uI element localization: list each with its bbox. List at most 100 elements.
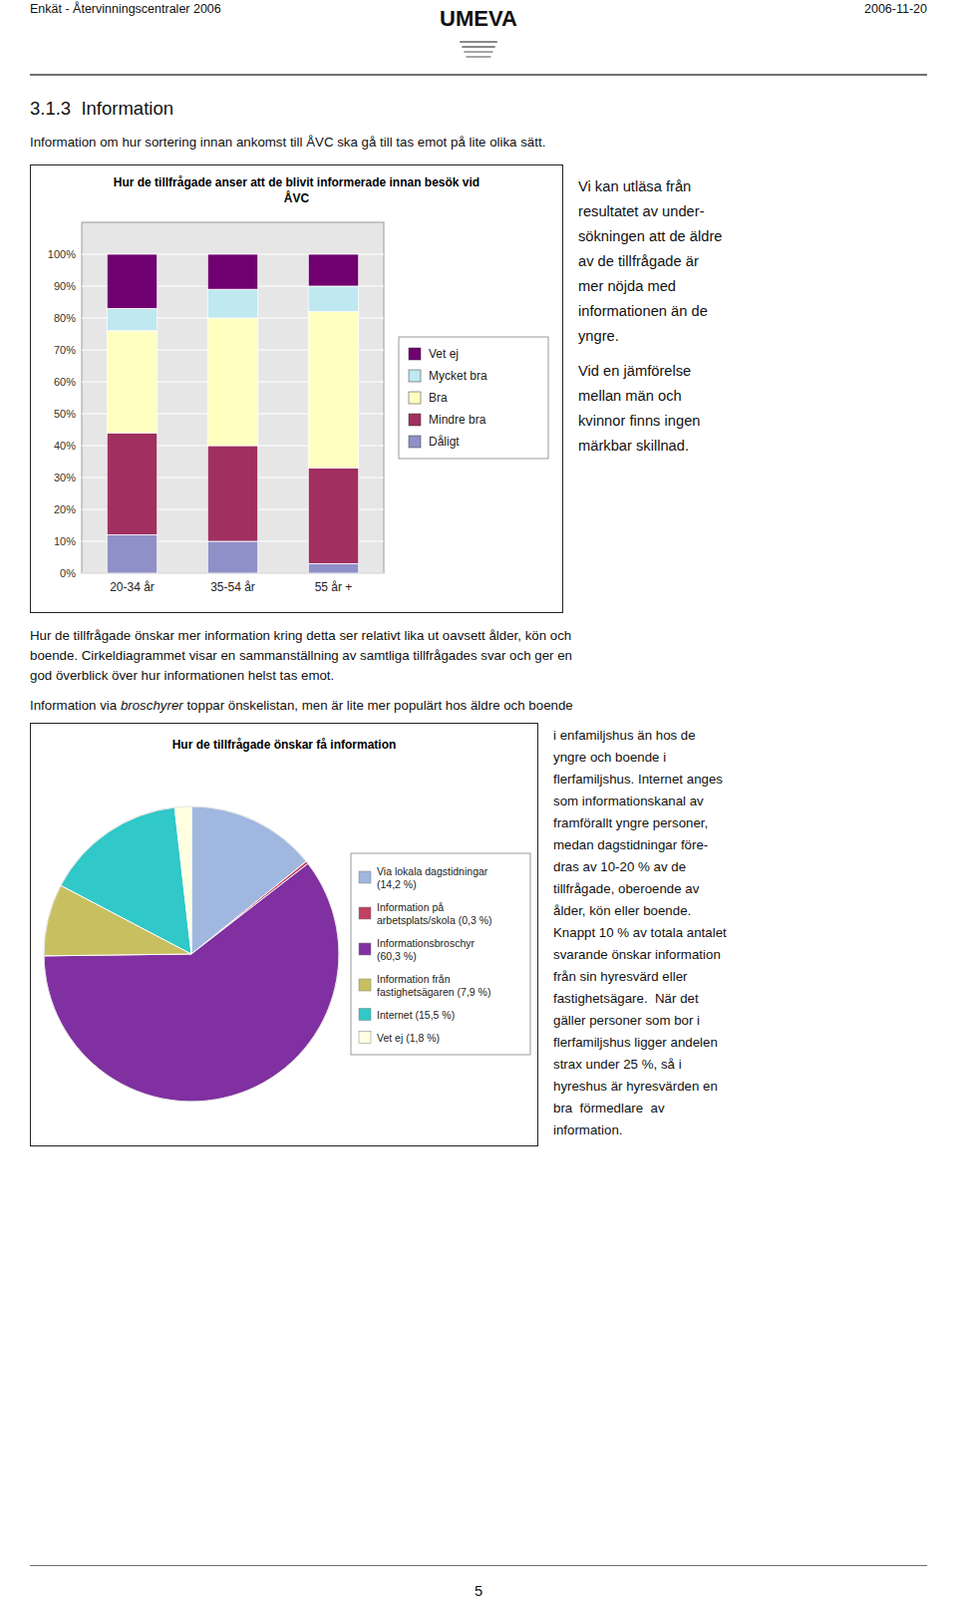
- body-text: i enfamiljshus än hos de: [553, 727, 696, 743]
- bar-segment: [106, 432, 158, 535]
- body-text: framförallt yngre personer,: [553, 815, 708, 831]
- legend-swatch: [408, 391, 421, 404]
- bar-segment: [308, 467, 359, 564]
- legend: Via lokala dagstidningar(14,2 %)Informat…: [350, 853, 531, 1055]
- text-line: Hur de tillfrågade önskar få information: [172, 737, 397, 752]
- header-right: 2006-11-20: [864, 1, 928, 16]
- legend-label: Mindre bra: [428, 412, 487, 427]
- grid: [81, 254, 384, 574]
- legend-swatch: [408, 435, 421, 448]
- legend-label: Information påarbetsplats/skola (0,3 %): [376, 901, 493, 927]
- body-text: dras av 10-20 % av de: [553, 859, 686, 875]
- text-line: Information från: [376, 972, 451, 985]
- body-text: ålder, kön eller boende.: [553, 903, 691, 919]
- bar-segment: [207, 318, 259, 446]
- legend-swatch: [358, 978, 371, 991]
- body-text: god överblick över hur informationen hel…: [29, 667, 334, 683]
- chart-box: [30, 723, 539, 1147]
- footer-rule: [29, 1565, 928, 1567]
- body-text: från sin hyresvärd eller: [553, 968, 688, 984]
- text-line: fastighetsägaren (7,9 %): [376, 985, 491, 998]
- legend-swatch: [408, 413, 421, 426]
- chart-title: Hur de tillfrågade önskar få information: [172, 737, 397, 752]
- body-text: boende. Cirkeldiagrammet visar en samman…: [29, 647, 573, 663]
- y-tick-label: 70%: [53, 343, 76, 356]
- text-line: (60,3 %): [376, 950, 417, 962]
- y-tick-label: 20%: [53, 503, 76, 516]
- intro-text: Information om hur sortering innan ankom…: [29, 134, 546, 150]
- body-text: tillfrågade, oberoende av: [553, 881, 699, 897]
- text-line: Information på: [376, 901, 444, 914]
- body-text: yngre och boende i: [553, 749, 666, 765]
- body-text: Knappt 10 % av totala antalet: [553, 925, 727, 941]
- bar-segment: [308, 286, 359, 313]
- x-tick-label: 55 år +: [315, 580, 353, 595]
- legend-swatch: [358, 1031, 371, 1044]
- bar-segment: [207, 541, 259, 574]
- legend-swatch: [408, 347, 421, 360]
- bar-segment: [308, 312, 359, 469]
- body-text: bra förmedlare av: [553, 1100, 665, 1116]
- slices: [43, 806, 339, 1102]
- legend-frame: [398, 336, 549, 459]
- text-line: arbetsplats/skola (0,3 %): [376, 914, 493, 927]
- legend: Vet ejMycket braBraMindre braDåligt: [398, 336, 549, 459]
- body-text: Information via broschyrer toppar önskel…: [29, 697, 574, 713]
- legend-label: Informationsbroschyr(60,3 %): [376, 937, 476, 962]
- bar-segment: [308, 254, 359, 287]
- y-tick-label: 0%: [59, 567, 76, 580]
- pie-slice: [174, 806, 192, 955]
- text-run: Information via: [29, 697, 121, 713]
- legend-label: Information frånfastighetsägaren (7,9 %): [376, 972, 491, 998]
- section-title: 3.1.3 Information: [29, 97, 174, 120]
- y-tick-label: 90%: [53, 280, 76, 293]
- y-tick-label: 40%: [53, 439, 76, 452]
- chart-title: Hur de tillfrågade anser att de blivit i…: [113, 175, 480, 206]
- logo: [448, 35, 509, 66]
- legend-label: Vet ej: [428, 346, 459, 361]
- bar-segment: [207, 445, 259, 542]
- text-line: Vet ej (1,8 %): [376, 1031, 440, 1044]
- legend-frame: [350, 853, 531, 1055]
- body-text: svarande önskar information: [553, 947, 721, 962]
- body-text: hyreshus är hyresvärden en: [553, 1078, 718, 1094]
- legend-label: Internet (15,5 %): [376, 1008, 455, 1021]
- body-text: medan dagstidningar före-: [553, 837, 708, 853]
- plot-area: [81, 222, 384, 574]
- logo-line: [460, 40, 497, 43]
- logo-line: [464, 50, 493, 53]
- text-line: ÅVC: [284, 190, 311, 206]
- y-tick-label: 10%: [53, 535, 76, 548]
- body-text: flerfamiljshus. Internet anges: [553, 771, 723, 787]
- legend-swatch: [358, 943, 371, 956]
- chart-box: [30, 165, 564, 614]
- y-tick-label: 60%: [53, 375, 76, 388]
- text-run: toppar önskelistan, men är lite mer popu…: [183, 697, 574, 713]
- logo-line: [462, 45, 495, 48]
- legend-swatch: [408, 369, 421, 382]
- body-text: strax under 25 %, så i: [553, 1056, 682, 1072]
- header-rule: [29, 73, 928, 76]
- pie-chart: Hur de tillfrågade önskar få information…: [29, 722, 539, 1147]
- y-tick-label: 50%: [53, 407, 76, 420]
- body-text: information.: [553, 1122, 623, 1138]
- bar-segment: [106, 330, 158, 433]
- y-tick-label: 80%: [53, 312, 76, 324]
- text-run: broschyrer: [120, 697, 184, 713]
- bar-segment: [106, 254, 158, 309]
- bar-chart: Hur de tillfrågade anser att de blivit i…: [29, 164, 564, 614]
- page-number: 5: [0, 1583, 957, 1599]
- body-text: Hur de tillfrågade önskar mer informatio…: [29, 628, 572, 643]
- text-line: Internet (15,5 %): [376, 1008, 455, 1021]
- text-line: Via lokala dagstidningar: [376, 865, 489, 878]
- y-tick-label: 30%: [53, 471, 76, 484]
- legend-swatch: [358, 1008, 371, 1021]
- body-text: fastighetsägare. När det: [553, 990, 699, 1006]
- body-text: Vid en jämförelse mellan män och kvinnor…: [578, 358, 700, 459]
- bars: [106, 254, 359, 574]
- pie-outline: [43, 806, 339, 1102]
- x-tick-label: 35-54 år: [210, 580, 256, 595]
- x-tick-label: 20-34 år: [109, 580, 155, 595]
- legend-label: Dåligt: [428, 434, 460, 449]
- body-text: flerfamiljshus ligger andelen: [553, 1034, 718, 1050]
